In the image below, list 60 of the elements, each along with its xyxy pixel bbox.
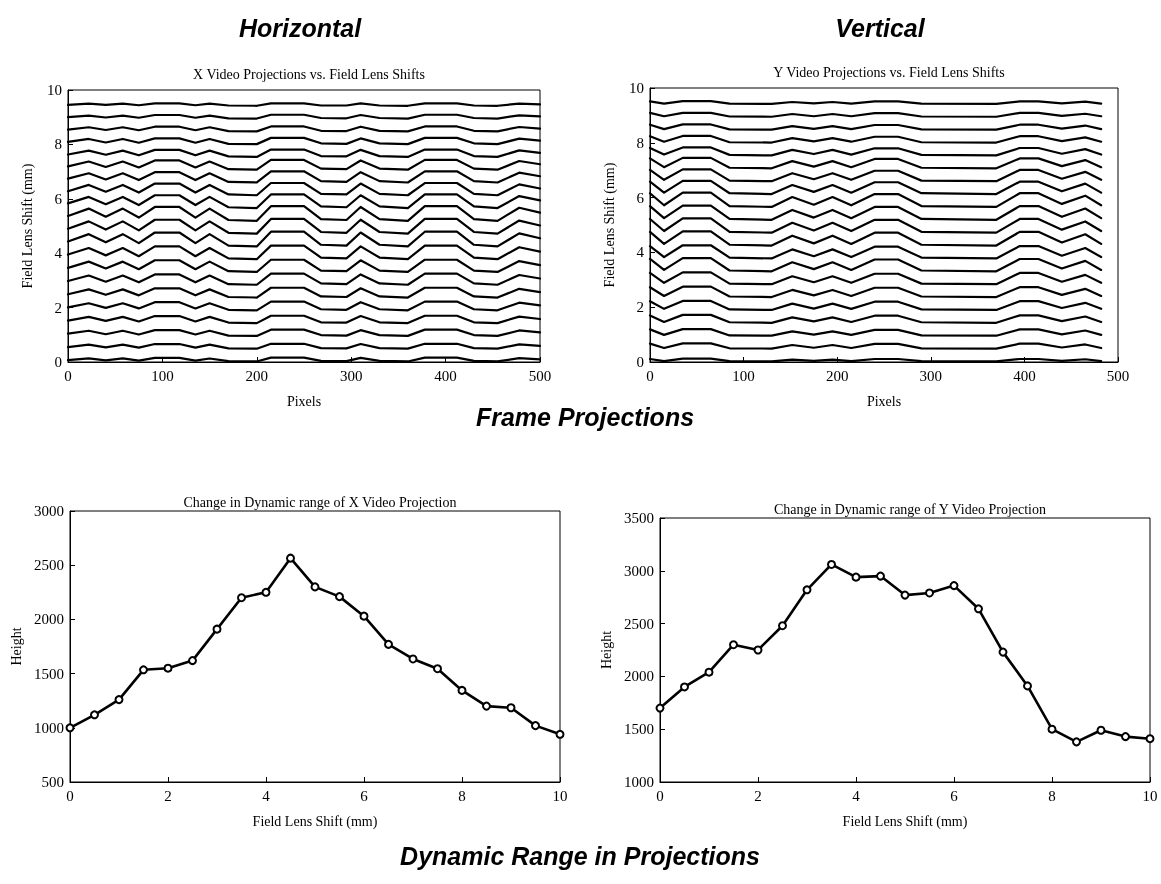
y-tick-label: 4 — [636, 244, 645, 261]
y-tick-label: 2 — [636, 299, 644, 316]
y-tick-label: 2000 — [34, 611, 64, 628]
x-tick-label: 400 — [1013, 367, 1036, 384]
x-tick-label: 8 — [1048, 787, 1056, 804]
y-tick-label: 1000 — [34, 719, 64, 736]
chart-title: Y Video Projections vs. Field Lens Shifts — [773, 64, 1005, 80]
y-tick-label: 1000 — [624, 774, 654, 790]
x-tick-label: 200 — [825, 367, 849, 384]
y-axis-title: Height — [8, 627, 24, 666]
y-tick-label: 2500 — [624, 615, 654, 632]
y-tick-label: 4 — [54, 245, 63, 262]
text: Vertical — [835, 14, 925, 43]
x-tick-label: 200 — [245, 367, 269, 384]
y-tick-label: 6 — [54, 190, 63, 207]
chart-title: Change in Dynamic range of X Video Projection — [183, 494, 457, 510]
x-tick-label: 6 — [950, 787, 959, 804]
x-tick-label: 100 — [732, 367, 755, 384]
x-tick-label: 4 — [262, 787, 271, 804]
x-tick-label: 300 — [339, 367, 363, 384]
text: Dynamic Range in Projections — [400, 842, 760, 871]
x-tick-label: 300 — [919, 367, 943, 384]
x-tick-label: 400 — [434, 367, 457, 384]
x-tick-label: 8 — [458, 787, 466, 804]
y-tick-label: 8 — [636, 134, 644, 151]
y-tick-label: 0 — [636, 354, 644, 370]
x-tick-label: 2 — [164, 787, 172, 804]
x-axis-title: Pixels — [286, 393, 322, 409]
y-tick-label: 2500 — [34, 557, 64, 574]
y-tick-label: 1500 — [34, 665, 64, 682]
text: Horizontal — [238, 14, 362, 43]
y-tick-label: 6 — [636, 189, 645, 206]
y-tick-label: 500 — [41, 774, 64, 790]
y-tick-label: 3000 — [624, 562, 654, 579]
x-axis-title: Field Lens Shift (mm) — [252, 813, 378, 830]
y-tick-label: 1500 — [624, 721, 654, 738]
x-axis-title: Pixels — [866, 393, 902, 409]
x-tick-label: 500 — [528, 367, 552, 384]
y-tick-label: 2000 — [624, 668, 654, 685]
y-axis-title: Field Lens Shift (mm) — [19, 163, 36, 289]
x-tick-label: 6 — [360, 787, 369, 804]
chart-title: X Video Projections vs. Field Lens Shifts — [193, 66, 425, 82]
y-axis-title: Field Lens Shift (mm) — [601, 162, 618, 288]
x-axis-title: Field Lens Shift (mm) — [842, 813, 968, 830]
y-tick-label: 0 — [54, 354, 62, 370]
y-axis-title: Height — [598, 630, 614, 670]
chart-title: Change in Dynamic range of Y Video Projection — [774, 501, 1046, 517]
x-tick-label: 10 — [1142, 787, 1158, 804]
x-tick-label: 2 — [754, 787, 762, 804]
y-tick-label: 3500 — [624, 510, 654, 526]
x-tick-label: 4 — [852, 787, 861, 804]
y-tick-label: 8 — [54, 136, 62, 153]
y-tick-label: 3000 — [34, 503, 64, 519]
text: Frame Projections — [475, 403, 695, 432]
x-tick-label: 10 — [552, 787, 568, 804]
x-tick-label: 100 — [151, 367, 174, 384]
y-tick-label: 2 — [54, 299, 62, 316]
y-tick-label: 10 — [629, 80, 644, 96]
y-tick-label: 10 — [47, 82, 62, 98]
x-tick-label: 500 — [1106, 367, 1130, 384]
